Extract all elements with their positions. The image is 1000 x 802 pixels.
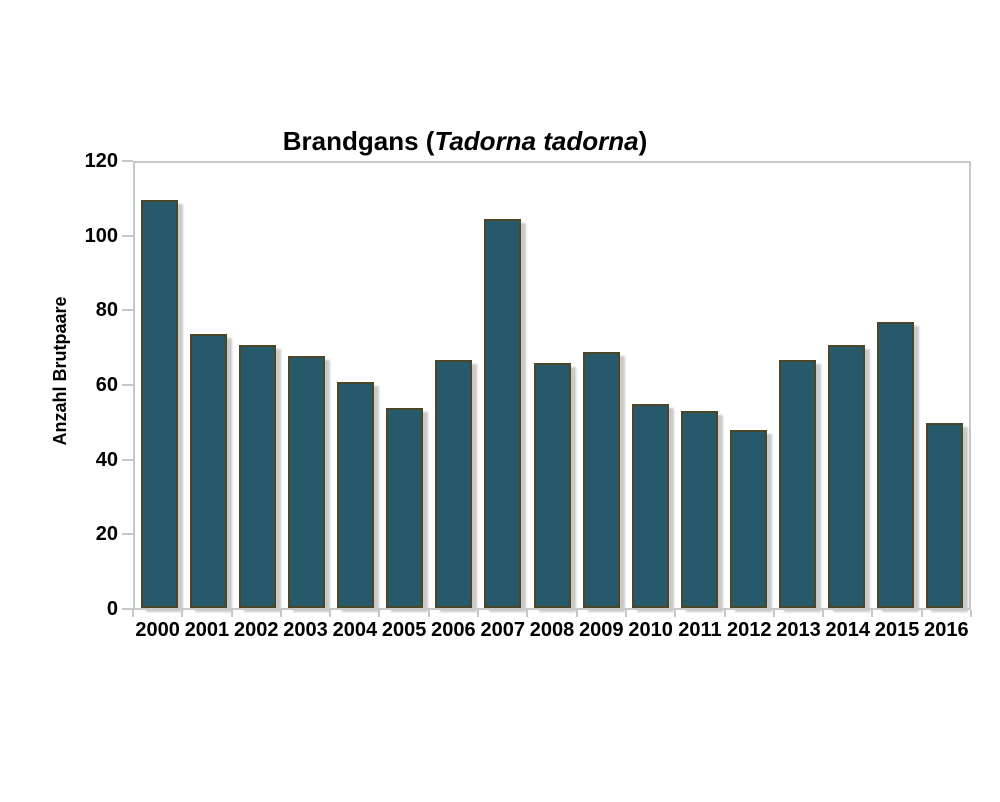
x-tick-mark-17 [970,610,972,617]
bar-slot-2003 [282,163,331,608]
bar-slot-2004 [331,163,380,608]
x-tick-mark-1 [181,610,183,617]
bar-2013 [778,360,816,608]
x-tick-mark-9 [576,610,578,617]
chart-title-prefix: Brandgans ( [282,126,435,156]
x-tick-label-2012: 2012 [726,619,772,641]
y-tick-mark-120 [122,160,133,162]
x-tick-label-2009: 2009 [579,619,624,641]
chart-title-species: Tadorna tadorna [434,126,639,156]
bar-slot-2011 [675,163,724,608]
chart-title-suffix: ) [638,126,648,156]
bar-slot-2016 [920,163,969,608]
x-tick-mark-6 [428,610,430,617]
x-tick-label-2016: 2016 [924,619,969,641]
y-tick-label-60: 60 [95,374,118,396]
y-tick-mark-60 [122,384,133,386]
y-tick-label-40: 40 [95,449,118,471]
x-tick-label-2013: 2013 [776,619,821,641]
bar-slot-2007 [478,163,527,608]
x-tick-mark-3 [280,610,282,617]
x-tick-label-2014: 2014 [825,619,871,641]
bar-2011 [680,411,718,608]
bar-slot-2001 [184,163,233,608]
x-tick-label-2008: 2008 [529,619,575,641]
x-tick-mark-10 [625,610,627,617]
x-tick-mark-2 [231,610,233,617]
bar-2012 [729,430,767,608]
bar-2004 [337,382,375,608]
y-tick-mark-40 [122,459,133,461]
y-tick-label-80: 80 [95,299,118,321]
bar-slot-2015 [871,163,920,608]
x-tick-label-2000: 2000 [135,619,180,641]
x-tick-mark-5 [378,610,380,617]
bar-2007 [484,219,522,608]
x-tick-label-2015: 2015 [874,619,920,641]
x-tick-mark-16 [921,610,923,617]
chart-title: Brandgans (Tadorna tadorna) [105,126,825,157]
x-tick-label-2005: 2005 [381,619,427,641]
bar-2009 [582,352,620,608]
bar-2006 [435,360,473,608]
y-tick-mark-80 [122,309,133,311]
x-tick-mark-11 [674,610,676,617]
y-tick-label-0: 0 [106,598,118,620]
bar-slot-2009 [577,163,626,608]
bar-slot-2000 [135,163,184,608]
x-tick-label-2002: 2002 [233,619,279,641]
bar-slot-2014 [822,163,871,608]
x-tick-mark-4 [329,610,331,617]
x-tick-mark-13 [773,610,775,617]
bar-slot-2012 [724,163,773,608]
bar-2001 [190,334,228,608]
y-tick-label-20: 20 [95,523,118,545]
bar-2008 [533,363,571,608]
bar-2000 [141,200,179,608]
x-tick-mark-0 [132,610,134,617]
bar-2002 [239,345,277,608]
bars-container [135,163,969,608]
bar-2005 [386,408,424,608]
bar-2016 [926,423,964,608]
bar-slot-2013 [773,163,822,608]
bar-slot-2006 [429,163,478,608]
bar-slot-2005 [380,163,429,608]
bar-slot-2008 [528,163,577,608]
bar-slot-2002 [233,163,282,608]
bar-2014 [827,345,865,608]
x-tick-label-2004: 2004 [332,619,378,641]
x-tick-mark-8 [526,610,528,617]
x-tick-label-2007: 2007 [480,619,525,641]
y-tick-mark-20 [122,533,133,535]
x-tick-label-2001: 2001 [184,619,230,641]
bar-2015 [876,322,914,608]
plot-area [133,161,971,610]
x-tick-label-2003: 2003 [283,619,328,641]
bar-2003 [288,356,326,608]
y-tick-mark-100 [122,235,133,237]
y-tick-mark-0 [122,608,133,610]
x-axis-labels: 2000 2001 2002 2003 2004 2005 2006 2007 2008 2009… [133,618,971,642]
bar-2010 [631,404,669,608]
x-tick-mark-15 [871,610,873,617]
x-tick-mark-12 [724,610,726,617]
x-tick-label-2011: 2011 [678,619,722,641]
x-tick-label-2006: 2006 [431,619,476,641]
x-tick-mark-7 [477,610,479,617]
x-tick-mark-14 [822,610,824,617]
y-tick-label-100: 100 [84,225,118,247]
bar-slot-2010 [626,163,675,608]
x-tick-label-2010: 2010 [628,619,673,641]
y-tick-label-120: 120 [84,150,118,172]
